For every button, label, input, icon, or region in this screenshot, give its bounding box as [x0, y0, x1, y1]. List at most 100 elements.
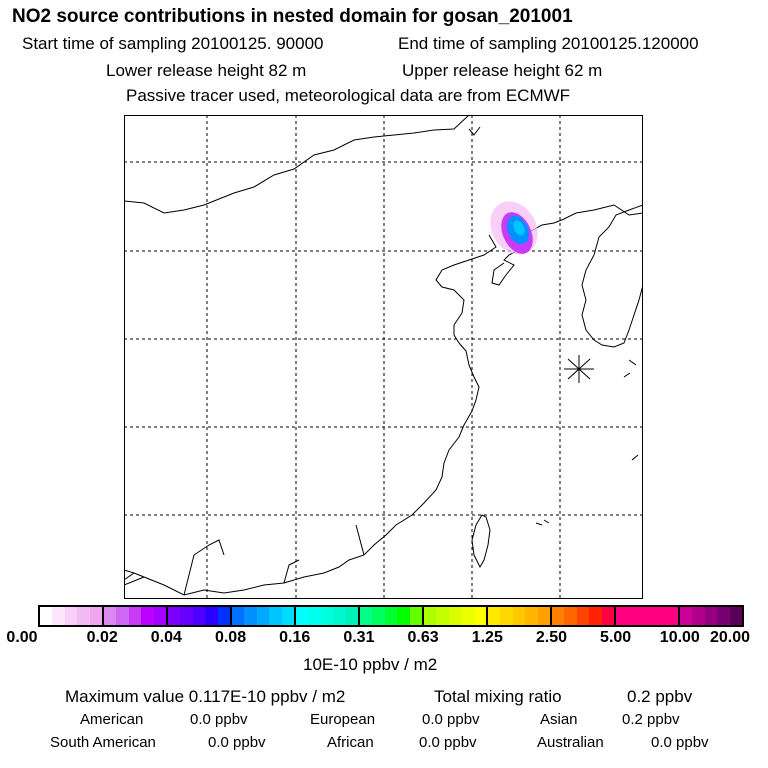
- region-value: 0.0 ppbv: [422, 711, 480, 728]
- colorbar-swatch: [296, 607, 309, 625]
- colorbar-swatch: [40, 607, 53, 625]
- colorbar-swatch: [729, 607, 743, 625]
- region-value: 0.0 ppbv: [651, 734, 709, 751]
- total-mixing-ratio-value: 0.2 ppbv: [627, 687, 693, 706]
- colorbar-swatch: [104, 607, 117, 625]
- colorbar-segment: [104, 607, 168, 625]
- region-value: 0.2 ppbv: [622, 711, 680, 728]
- colorbar-swatch: [217, 607, 231, 625]
- region-name: European: [310, 711, 376, 728]
- colorbar-swatch: [665, 607, 679, 625]
- colorbar-swatch: [89, 607, 103, 625]
- colorbar-swatch: [153, 607, 167, 625]
- end-time: End time of sampling 20100125.120000: [398, 34, 699, 53]
- colorbar-swatch: [640, 607, 654, 625]
- colorbar-swatch: [717, 607, 730, 625]
- colorbar-swatch: [308, 607, 321, 625]
- colorbar-swatch: [232, 607, 245, 625]
- colorbar-swatch: [397, 607, 410, 625]
- region-name: South American: [50, 734, 156, 751]
- colorbar-swatch: [244, 607, 257, 625]
- start-time: Start time of sampling 20100125. 90000: [22, 34, 324, 53]
- colorbar-swatch: [473, 607, 487, 625]
- source-marker-icon: [564, 355, 594, 383]
- colorbar-swatch: [436, 607, 449, 625]
- colorbar-swatch: [552, 607, 565, 625]
- colorbar-swatch: [269, 607, 282, 625]
- colorbar-swatch: [192, 607, 206, 625]
- colorbar-swatch: [281, 607, 295, 625]
- region-value: 0.0 ppbv: [419, 734, 477, 751]
- colorbar-tick-label: 10.00: [659, 629, 700, 646]
- colorbar-swatch: [360, 607, 373, 625]
- colorbar-swatch: [345, 607, 359, 625]
- colorbar-swatch: [320, 607, 334, 625]
- region-name: Asian: [540, 711, 578, 728]
- colorbar-swatch: [628, 607, 641, 625]
- colorbar-swatch: [461, 607, 474, 625]
- colorbar-swatch: [448, 607, 462, 625]
- colorbar-tick-label: 0.00: [6, 629, 38, 646]
- colorbar-tick-label: 0.02: [86, 629, 118, 646]
- colorbar-segment: [168, 607, 232, 625]
- colorbar-segment: [680, 607, 743, 625]
- colorbar-swatch: [488, 607, 501, 625]
- colorbar-tick-label: 0.08: [214, 629, 247, 646]
- colorbar-tick-label: 0.63: [407, 629, 439, 646]
- colorbar-swatch: [128, 607, 142, 625]
- colorbar-segment: [616, 607, 680, 625]
- colorbar-swatch: [77, 607, 90, 625]
- colorbar-swatch: [168, 607, 181, 625]
- colorbar-swatch: [704, 607, 718, 625]
- colorbar-swatch: [64, 607, 78, 625]
- colorbar-tick-label: 20.00: [709, 629, 751, 646]
- colorbar-swatch: [576, 607, 590, 625]
- colorbar-swatch: [180, 607, 193, 625]
- colorbar-tick-label: 0.16: [279, 629, 311, 646]
- lower-release-height: Lower release height 82 m: [106, 61, 307, 80]
- colorbar-swatch: [616, 607, 629, 625]
- colorbar-segment: [40, 607, 104, 625]
- colorbar-segment: [488, 607, 552, 625]
- colorbar-swatch: [256, 607, 270, 625]
- colorbar-swatch: [601, 607, 615, 625]
- colorbar-swatch: [205, 607, 218, 625]
- total-mixing-ratio-label: Total mixing ratio: [434, 687, 562, 706]
- colorbar-swatch: [372, 607, 385, 625]
- colorbar-tick-label: 0.04: [150, 629, 182, 646]
- tracer-note: Passive tracer used, meteorological data…: [126, 86, 571, 105]
- colorbar-swatch: [653, 607, 666, 625]
- colorbar-segment: [424, 607, 488, 625]
- region-name: Australian: [537, 734, 604, 751]
- colorbar-swatch: [52, 607, 65, 625]
- colorbar-segment: [296, 607, 360, 625]
- region-name: American: [80, 711, 144, 728]
- colorbar-swatch: [409, 607, 423, 625]
- colorbar-swatch: [424, 607, 437, 625]
- plot-title: NO2 source contributions in nested domai…: [12, 6, 573, 27]
- colorbar-swatch: [384, 607, 398, 625]
- maximum-value: Maximum value 0.117E-10 ppbv / m2: [65, 687, 346, 706]
- colorbar: [38, 605, 744, 627]
- concentration-plume: [490, 201, 538, 255]
- lat-lon-grid: [124, 115, 643, 599]
- colorbar-swatch: [500, 607, 513, 625]
- colorbar-swatch: [116, 607, 129, 625]
- region-value: 0.0 ppbv: [190, 711, 248, 728]
- colorbar-segment: [552, 607, 616, 625]
- colorbar-swatch: [333, 607, 346, 625]
- colorbar-swatch: [512, 607, 526, 625]
- colorbar-swatch: [141, 607, 154, 625]
- colorbar-swatch: [537, 607, 551, 625]
- colorbar-unit: 10E-10 ppbv / m2: [303, 655, 438, 674]
- colorbar-segment: [232, 607, 296, 625]
- colorbar-tick-label: 0.31: [343, 629, 375, 646]
- colorbar-swatch: [589, 607, 602, 625]
- colorbar-tick-label: 5.00: [600, 629, 632, 646]
- upper-release-height: Upper release height 62 m: [402, 61, 603, 80]
- colorbar-swatch: [564, 607, 577, 625]
- colorbar-swatch: [680, 607, 693, 625]
- map-panel: [124, 115, 643, 599]
- colorbar-tick-label: 1.25: [471, 629, 503, 646]
- colorbar-tick-label: 2.50: [535, 629, 568, 646]
